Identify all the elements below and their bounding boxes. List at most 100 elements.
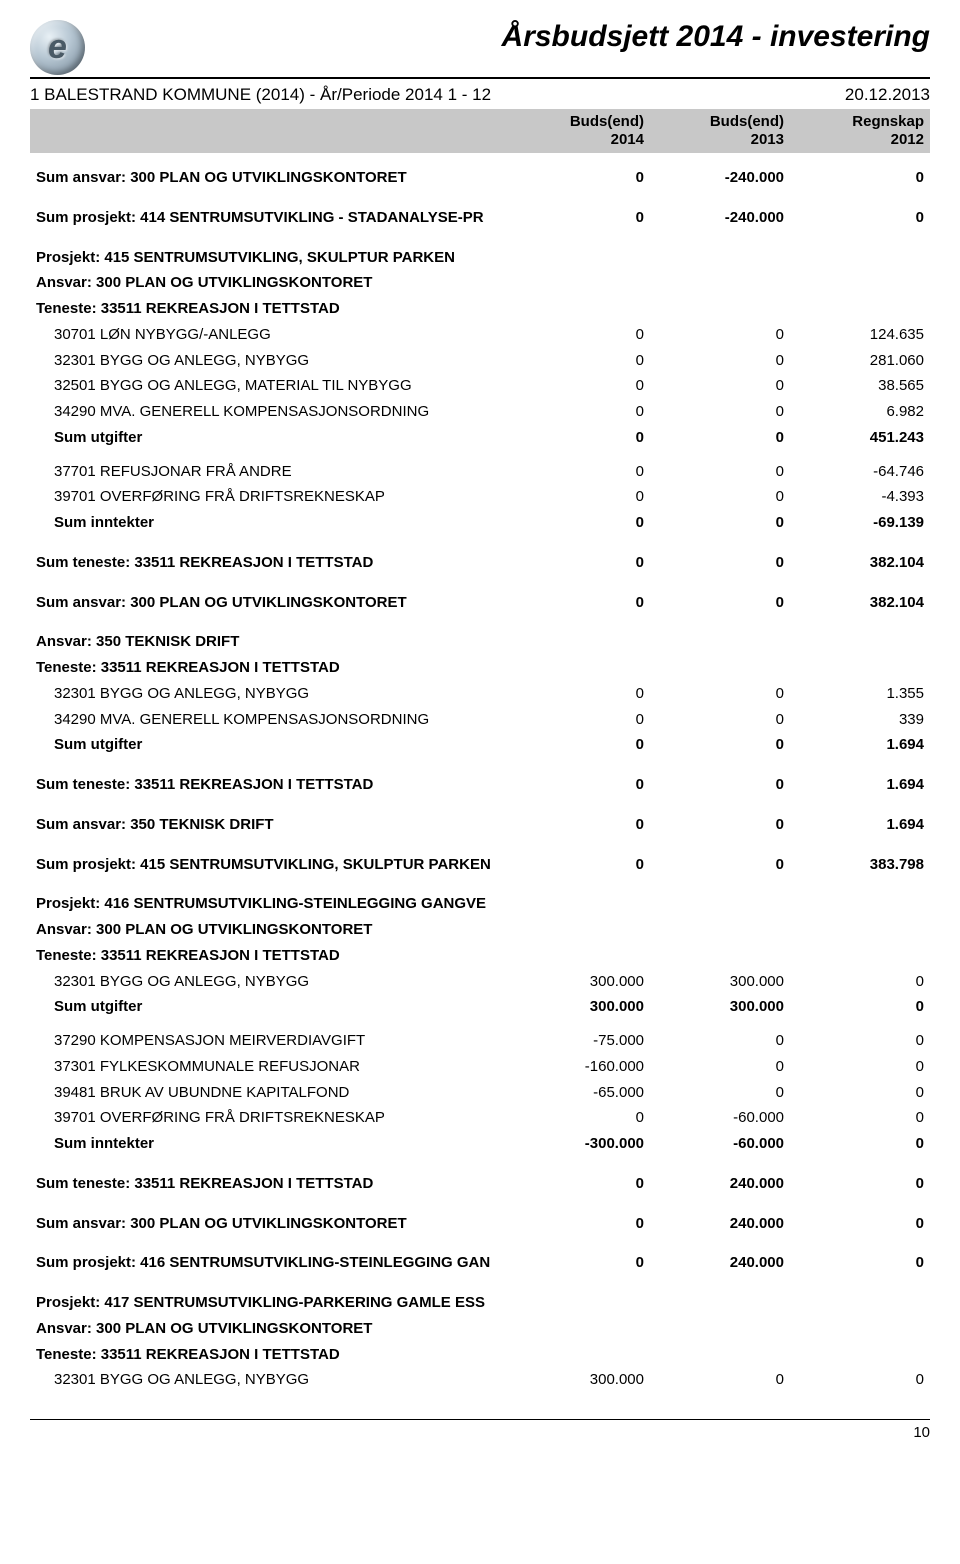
- line-label: 39701 OVERFØRING FRÅ DRIFTSREKNESKAP: [36, 486, 504, 508]
- line-value-2: 240.000: [644, 1173, 784, 1195]
- line-value-3: 0: [784, 1213, 924, 1235]
- page-footer: 10: [30, 1419, 930, 1441]
- line-value-3: 0: [784, 1082, 924, 1104]
- line-value-2: 0: [644, 486, 784, 508]
- line-value-1: 0: [504, 709, 644, 731]
- line-value-2: -60.000: [644, 1133, 784, 1155]
- report-heading: Prosjekt: 416 SENTRUMSUTVIKLING-STEINLEG…: [30, 891, 930, 917]
- line-value-2: -240.000: [644, 167, 784, 189]
- row-spacer: [30, 451, 930, 459]
- line-value-1: 0: [504, 1173, 644, 1195]
- line-label: 37290 KOMPENSASJON MEIRVERDIAVGIFT: [36, 1030, 504, 1052]
- line-value-3: 1.694: [784, 814, 924, 836]
- line-value-3: 382.104: [784, 552, 924, 574]
- row-spacer: [30, 758, 930, 772]
- line-label: Ansvar: 300 PLAN OG UTVIKLINGSKONTORET: [36, 919, 924, 941]
- line-value-2: 0: [644, 683, 784, 705]
- report-line: 32301 BYGG OG ANLEGG, NYBYGG001.355: [30, 681, 930, 707]
- line-label: 34290 MVA. GENERELL KOMPENSASJONSORDNING: [36, 709, 504, 731]
- line-value-1: 0: [504, 683, 644, 705]
- report-line: 39701 OVERFØRING FRÅ DRIFTSREKNESKAP00-4…: [30, 484, 930, 510]
- line-value-3: 0: [784, 996, 924, 1018]
- row-spacer: [30, 536, 930, 550]
- logo-letter: e: [48, 28, 67, 67]
- report-heading: Teneste: 33511 REKREASJON I TETTSTAD: [30, 296, 930, 322]
- line-value-3: 0: [784, 971, 924, 993]
- report-heading: Teneste: 33511 REKREASJON I TETTSTAD: [30, 943, 930, 969]
- row-spacer: [30, 1197, 930, 1211]
- line-value-1: 300.000: [504, 971, 644, 993]
- row-spacer: [30, 877, 930, 891]
- title-block: Årsbudsjett 2014 - investering: [112, 20, 930, 58]
- line-value-3: 0: [784, 1056, 924, 1078]
- column-header-1-line2: 2014: [611, 131, 644, 149]
- line-label: 37301 FYLKESKOMMUNALE REFUSJONAR: [36, 1056, 504, 1078]
- line-value-2: -240.000: [644, 207, 784, 229]
- line-value-2: 0: [644, 401, 784, 423]
- line-label: 39701 OVERFØRING FRÅ DRIFTSREKNESKAP: [36, 1107, 504, 1129]
- column-headers: Buds(end) 2014 Buds(end) 2013 Regnskap 2…: [30, 109, 930, 153]
- line-value-1: 0: [504, 167, 644, 189]
- report-line: Sum inntekter00-69.139: [30, 510, 930, 536]
- report-heading: Prosjekt: 417 SENTRUMSUTVIKLING-PARKERIN…: [30, 1290, 930, 1316]
- line-label: 32501 BYGG OG ANLEGG, MATERIAL TIL NYBYG…: [36, 375, 504, 397]
- line-label: Teneste: 33511 REKREASJON I TETTSTAD: [36, 945, 924, 967]
- report-line: 39701 OVERFØRING FRÅ DRIFTSREKNESKAP0-60…: [30, 1105, 930, 1131]
- report-line: Sum utgifter300.000300.0000: [30, 994, 930, 1020]
- report-line: 39481 BRUK AV UBUNDNE KAPITALFOND-65.000…: [30, 1080, 930, 1106]
- column-header-3-line2: 2012: [891, 131, 924, 149]
- column-header-1: Buds(end) 2014: [504, 113, 644, 149]
- line-label: 30701 LØN NYBYGG/-ANLEGG: [36, 324, 504, 346]
- line-label: Sum ansvar: 350 TEKNISK DRIFT: [36, 814, 504, 836]
- line-label: Teneste: 33511 REKREASJON I TETTSTAD: [36, 298, 924, 320]
- report-heading: Teneste: 33511 REKREASJON I TETTSTAD: [30, 655, 930, 681]
- row-spacer: [30, 231, 930, 245]
- page-header: e Årsbudsjett 2014 - investering: [30, 20, 930, 75]
- line-value-3: 1.355: [784, 683, 924, 705]
- column-header-spacer: [36, 113, 504, 149]
- line-value-3: 0: [784, 1030, 924, 1052]
- report-heading: Ansvar: 300 PLAN OG UTVIKLINGSKONTORET: [30, 917, 930, 943]
- report-line: Sum inntekter-300.000-60.0000: [30, 1131, 930, 1157]
- line-value-3: 281.060: [784, 350, 924, 372]
- line-label: Sum ansvar: 300 PLAN OG UTVIKLINGSKONTOR…: [36, 1213, 504, 1235]
- line-label: Prosjekt: 415 SENTRUMSUTVIKLING, SKULPTU…: [36, 247, 924, 269]
- report-line: Sum ansvar: 300 PLAN OG UTVIKLINGSKONTOR…: [30, 165, 930, 191]
- line-value-1: 0: [504, 734, 644, 756]
- line-value-3: 38.565: [784, 375, 924, 397]
- row-spacer: [30, 838, 930, 852]
- line-label: 32301 BYGG OG ANLEGG, NYBYGG: [36, 350, 504, 372]
- line-value-2: 0: [644, 1056, 784, 1078]
- line-value-2: 0: [644, 324, 784, 346]
- line-label: Prosjekt: 417 SENTRUMSUTVIKLING-PARKERIN…: [36, 1292, 924, 1314]
- line-value-2: 0: [644, 734, 784, 756]
- line-value-1: 0: [504, 1213, 644, 1235]
- report-line: Sum utgifter001.694: [30, 732, 930, 758]
- line-label: Prosjekt: 416 SENTRUMSUTVIKLING-STEINLEG…: [36, 893, 924, 915]
- report-heading: Ansvar: 300 PLAN OG UTVIKLINGSKONTORET: [30, 270, 930, 296]
- line-value-2: 300.000: [644, 996, 784, 1018]
- line-value-2: 0: [644, 350, 784, 372]
- line-label: 32301 BYGG OG ANLEGG, NYBYGG: [36, 971, 504, 993]
- line-label: 37701 REFUSJONAR FRÅ ANDRE: [36, 461, 504, 483]
- report-line: Sum ansvar: 300 PLAN OG UTVIKLINGSKONTOR…: [30, 1211, 930, 1237]
- report-line: Sum teneste: 33511 REKREASJON I TETTSTAD…: [30, 1171, 930, 1197]
- report-body: Sum ansvar: 300 PLAN OG UTVIKLINGSKONTOR…: [30, 165, 930, 1393]
- line-value-1: 0: [504, 375, 644, 397]
- line-label: Sum utgifter: [36, 427, 504, 449]
- column-header-2-line2: 2013: [751, 131, 784, 149]
- line-value-3: 339: [784, 709, 924, 731]
- report-line: 30701 LØN NYBYGG/-ANLEGG00124.635: [30, 322, 930, 348]
- line-value-1: 0: [504, 592, 644, 614]
- report-line: 32501 BYGG OG ANLEGG, MATERIAL TIL NYBYG…: [30, 373, 930, 399]
- report-line: 34290 MVA. GENERELL KOMPENSASJONSORDNING…: [30, 707, 930, 733]
- line-value-2: 240.000: [644, 1213, 784, 1235]
- logo-icon: e: [30, 20, 85, 75]
- line-value-2: 0: [644, 814, 784, 836]
- line-value-1: 0: [504, 350, 644, 372]
- row-spacer: [30, 1157, 930, 1171]
- line-label: 39481 BRUK AV UBUNDNE KAPITALFOND: [36, 1082, 504, 1104]
- line-label: Sum inntekter: [36, 512, 504, 534]
- line-value-1: -75.000: [504, 1030, 644, 1052]
- line-value-3: 124.635: [784, 324, 924, 346]
